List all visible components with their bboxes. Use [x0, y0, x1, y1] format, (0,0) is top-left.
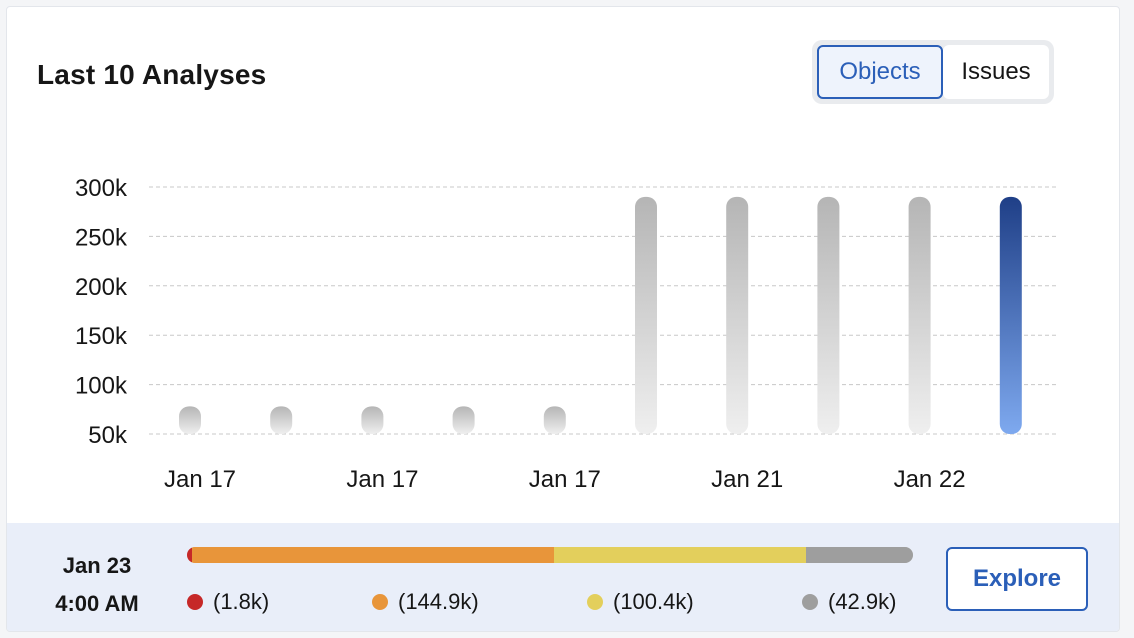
- y-tick-label: 50k: [88, 422, 128, 449]
- selected-time: 4:00 AM: [55, 591, 139, 616]
- explore-button[interactable]: Explore: [946, 547, 1088, 611]
- legend-dot-icon: [372, 594, 388, 610]
- legend-item: (42.9k): [802, 589, 896, 615]
- legend-item: (100.4k): [587, 589, 694, 615]
- view-toggle: Objects Issues: [812, 40, 1054, 104]
- x-tick-label: Jan 17: [164, 466, 236, 493]
- y-tick-label: 300k: [75, 175, 128, 202]
- analyses-card: Last 10 Analyses Objects Issues 50k 100k 1…: [6, 6, 1120, 632]
- analyses-bar-chart: 50k 100k 150k 200k 250k 300k Jan 17 Jan 17 Jan …: [75, 175, 1057, 493]
- bar[interactable]: [270, 406, 293, 434]
- selection-summary: Jan 23 4:00 AM (1.8k) (144.9k) (100.4k) (42…: [7, 523, 1119, 631]
- legend-dot-icon: [802, 594, 818, 610]
- breakdown-stacked-bar: [187, 547, 913, 563]
- bar[interactable]: [452, 406, 475, 434]
- card-title: Last 10 Analyses: [37, 59, 267, 90]
- legend-dot-icon: [587, 594, 603, 610]
- breakdown-segment: [191, 547, 555, 563]
- bar[interactable]: [817, 196, 840, 434]
- bar[interactable]: [908, 196, 931, 434]
- bar-selected[interactable]: [999, 196, 1022, 434]
- x-tick-label: Jan 21: [711, 466, 783, 493]
- bar[interactable]: [726, 196, 749, 434]
- x-tick-label: Jan 22: [894, 466, 966, 493]
- breakdown-segment: [187, 547, 192, 563]
- y-tick-label: 100k: [75, 373, 128, 400]
- bar[interactable]: [361, 406, 384, 434]
- legend-value: (144.9k): [398, 589, 479, 614]
- y-tick-label: 200k: [75, 274, 128, 301]
- bar[interactable]: [543, 406, 566, 434]
- legend-dot-icon: [187, 594, 203, 610]
- y-tick-label: 150k: [75, 323, 128, 350]
- x-tick-label: Jan 17: [529, 466, 601, 493]
- selected-datetime: Jan 23 4:00 AM: [37, 547, 157, 623]
- breakdown-segment: [554, 547, 806, 563]
- issues-toggle-button[interactable]: Issues: [943, 45, 1049, 99]
- breakdown-legend: (1.8k) (144.9k) (100.4k) (42.9k): [187, 589, 917, 619]
- legend-value: (42.9k): [828, 589, 897, 614]
- bar[interactable]: [635, 196, 657, 434]
- selected-date: Jan 23: [62, 553, 132, 578]
- y-tick-label: 250k: [75, 224, 128, 251]
- legend-value: (100.4k): [613, 589, 694, 614]
- legend-value: (1.8k): [213, 589, 270, 614]
- legend-item: (1.8k): [187, 589, 269, 615]
- breakdown-segment: [805, 547, 913, 563]
- bar[interactable]: [179, 406, 201, 434]
- legend-item: (144.9k): [372, 589, 479, 615]
- x-tick-label: Jan 17: [346, 466, 418, 493]
- objects-toggle-button[interactable]: Objects: [817, 45, 943, 99]
